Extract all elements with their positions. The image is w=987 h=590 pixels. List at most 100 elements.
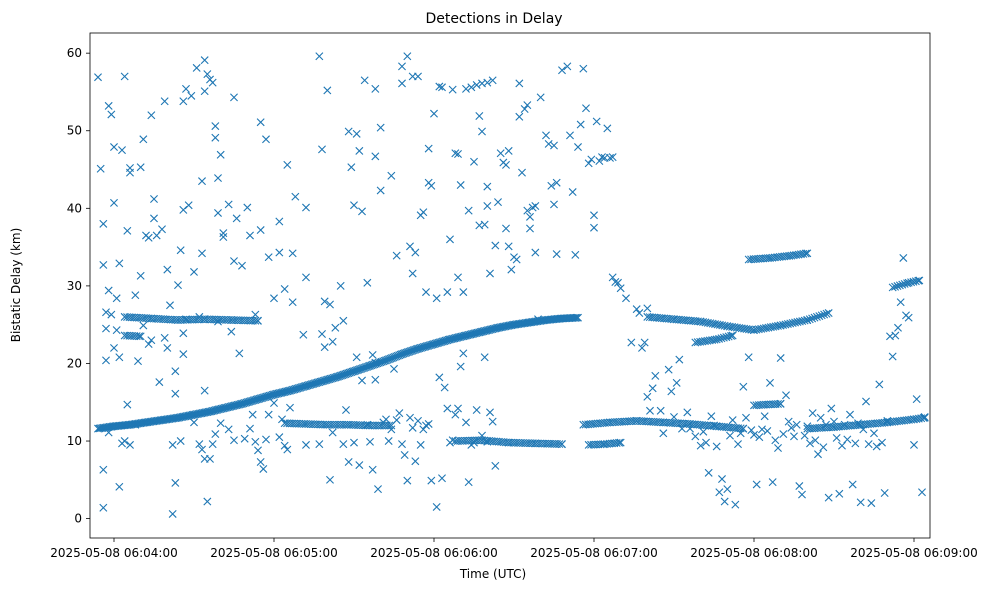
data-point [488, 417, 497, 426]
data-point [168, 509, 177, 518]
data-point [606, 153, 614, 162]
data-point [403, 476, 412, 485]
data-point [590, 211, 598, 220]
data-point [478, 431, 486, 440]
data-point [739, 382, 748, 391]
data-point [200, 87, 209, 96]
data-point [303, 381, 312, 390]
data-point [364, 362, 373, 371]
data-point [392, 251, 401, 260]
data-point [518, 168, 526, 177]
data-point [422, 288, 430, 297]
data-point [507, 265, 516, 274]
data-point [880, 489, 889, 497]
data-point [385, 421, 394, 430]
data-point [763, 426, 772, 435]
data-point [107, 310, 116, 319]
data-point [696, 441, 705, 450]
data-point [395, 409, 404, 418]
data-point [355, 146, 364, 155]
data-point [801, 249, 810, 258]
data-point [805, 315, 814, 324]
plot-area [94, 52, 929, 518]
data-point [587, 155, 596, 164]
data-point [110, 198, 118, 207]
data-point [824, 493, 833, 502]
data-point [336, 371, 345, 380]
data-point [203, 70, 212, 79]
data-point [371, 84, 380, 93]
data-point [166, 301, 174, 310]
data-point [318, 329, 326, 338]
data-point [638, 343, 646, 352]
data-point [342, 369, 351, 378]
data-point [414, 416, 422, 425]
data-point [179, 350, 188, 359]
data-point [115, 482, 124, 491]
data-point [526, 212, 534, 221]
data-point [806, 439, 814, 448]
data-point [251, 310, 260, 319]
data-point [219, 229, 228, 238]
data-point [336, 281, 345, 290]
data-point [793, 318, 802, 327]
x-tick-label: 2025-05-08 06:06:00 [370, 546, 497, 560]
data-point [435, 373, 444, 382]
data-point [242, 398, 251, 407]
data-point [910, 440, 918, 449]
data-point [286, 403, 294, 412]
data-point [848, 480, 857, 489]
data-point [152, 231, 161, 240]
data-point [306, 380, 315, 389]
data-point [304, 381, 313, 390]
data-point [448, 436, 457, 445]
data-point [371, 375, 380, 384]
data-point [731, 500, 740, 509]
data-point [454, 404, 462, 413]
data-point [550, 141, 558, 150]
data-point [261, 393, 270, 401]
data-point [774, 444, 782, 453]
data-point [318, 145, 326, 154]
data-point [338, 371, 347, 380]
y-tick-label: 40 [67, 201, 82, 215]
data-point [728, 331, 737, 340]
data-point [815, 312, 824, 321]
data-point [798, 490, 806, 499]
data-point [701, 318, 710, 327]
data-point [708, 319, 717, 328]
data-point [136, 271, 145, 280]
data-point [595, 157, 604, 165]
data-point [171, 367, 180, 376]
data-point [115, 353, 124, 362]
data-point [286, 386, 294, 395]
data-point [896, 298, 905, 307]
data-point [147, 111, 156, 120]
data-point [456, 181, 465, 190]
data-point [675, 355, 684, 364]
data-point [190, 267, 198, 276]
data-point [176, 246, 185, 255]
data-point [408, 346, 417, 355]
data-point [280, 285, 289, 293]
data-point [904, 278, 913, 287]
data-point [766, 323, 775, 332]
data-point [195, 312, 204, 321]
data-point [427, 181, 436, 190]
data-point [552, 250, 561, 259]
data-point [126, 440, 134, 449]
data-point [358, 207, 366, 216]
data-point [424, 341, 433, 350]
y-tick-label: 50 [67, 124, 82, 138]
data-point [131, 291, 140, 300]
data-point [99, 503, 108, 512]
data-point [454, 150, 462, 159]
data-point [163, 265, 172, 274]
data-point [878, 438, 886, 447]
data-point [512, 255, 521, 264]
data-point [723, 485, 732, 494]
data-point [347, 163, 356, 172]
data-point [784, 417, 793, 426]
data-point [275, 248, 284, 257]
data-point [246, 231, 254, 240]
